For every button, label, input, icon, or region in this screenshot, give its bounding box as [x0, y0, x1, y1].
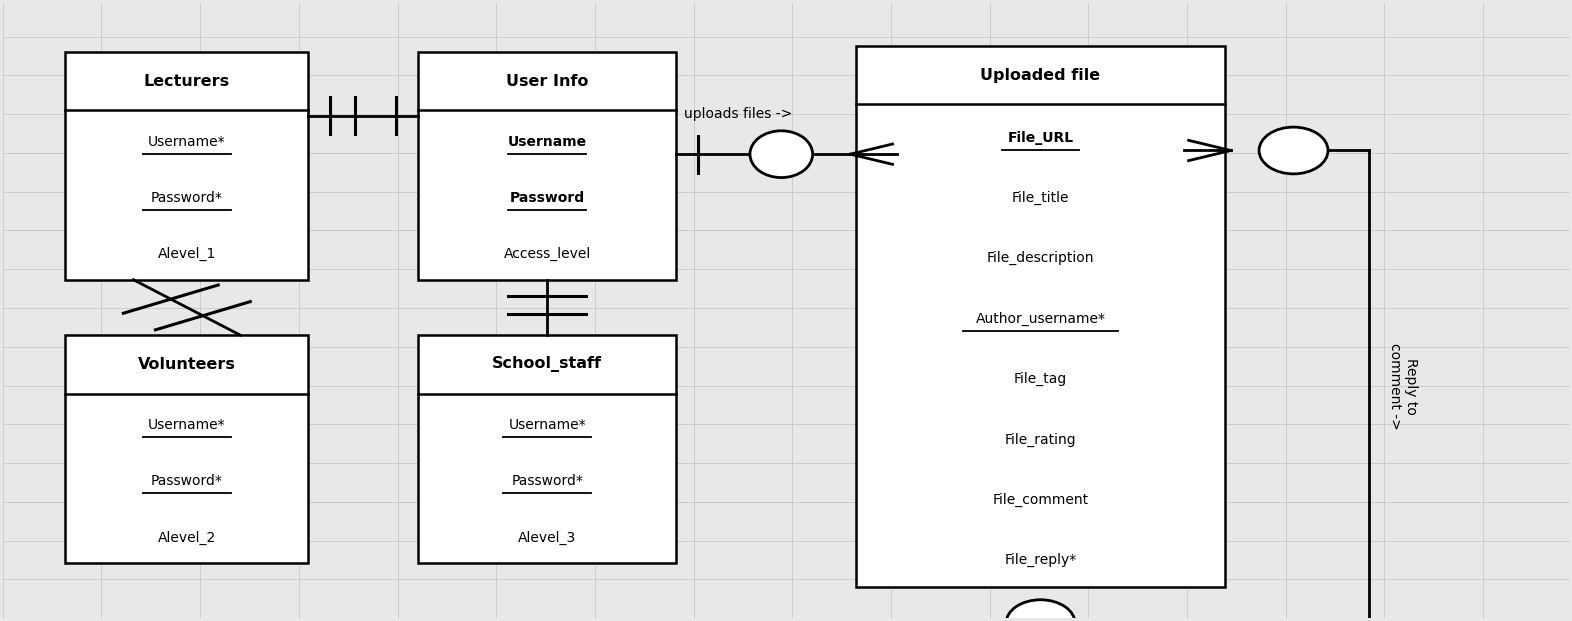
Text: Lecturers: Lecturers [143, 74, 230, 89]
Text: Reply to
comment ->: Reply to comment -> [1388, 343, 1418, 430]
Text: Uploaded file: Uploaded file [981, 68, 1100, 83]
Bar [418, 52, 676, 279]
Text: Username*: Username* [148, 417, 226, 432]
Text: uploads files ->: uploads files -> [684, 107, 792, 121]
Text: Password: Password [509, 191, 585, 205]
Ellipse shape [1006, 600, 1075, 621]
Text: Alevel_1: Alevel_1 [157, 247, 215, 261]
Text: School_staff: School_staff [492, 356, 602, 373]
Bar [66, 335, 308, 563]
Text: File_tag: File_tag [1014, 372, 1067, 386]
Text: Username: Username [508, 135, 586, 148]
Text: Access_level: Access_level [503, 247, 591, 261]
Text: Password*: Password* [511, 474, 583, 488]
Text: Password*: Password* [151, 191, 223, 205]
Text: Username*: Username* [508, 417, 586, 432]
Bar [857, 46, 1225, 587]
Text: File_description: File_description [987, 252, 1094, 265]
Text: Alevel_3: Alevel_3 [519, 530, 577, 545]
Ellipse shape [750, 131, 813, 178]
Text: File_reply*: File_reply* [1005, 553, 1077, 568]
Text: File_title: File_title [1012, 191, 1069, 205]
Bar [66, 52, 308, 279]
Text: Volunteers: Volunteers [138, 357, 236, 372]
Ellipse shape [1259, 127, 1328, 174]
Text: Alevel_2: Alevel_2 [157, 530, 215, 545]
Text: Author_username*: Author_username* [976, 312, 1105, 326]
Text: User Info: User Info [506, 74, 588, 89]
Text: Username*: Username* [148, 135, 226, 148]
Text: File_URL: File_URL [1008, 130, 1074, 145]
Text: File_comment: File_comment [992, 493, 1088, 507]
Text: Password*: Password* [151, 474, 223, 488]
Bar [418, 335, 676, 563]
Text: File_rating: File_rating [1005, 432, 1077, 446]
